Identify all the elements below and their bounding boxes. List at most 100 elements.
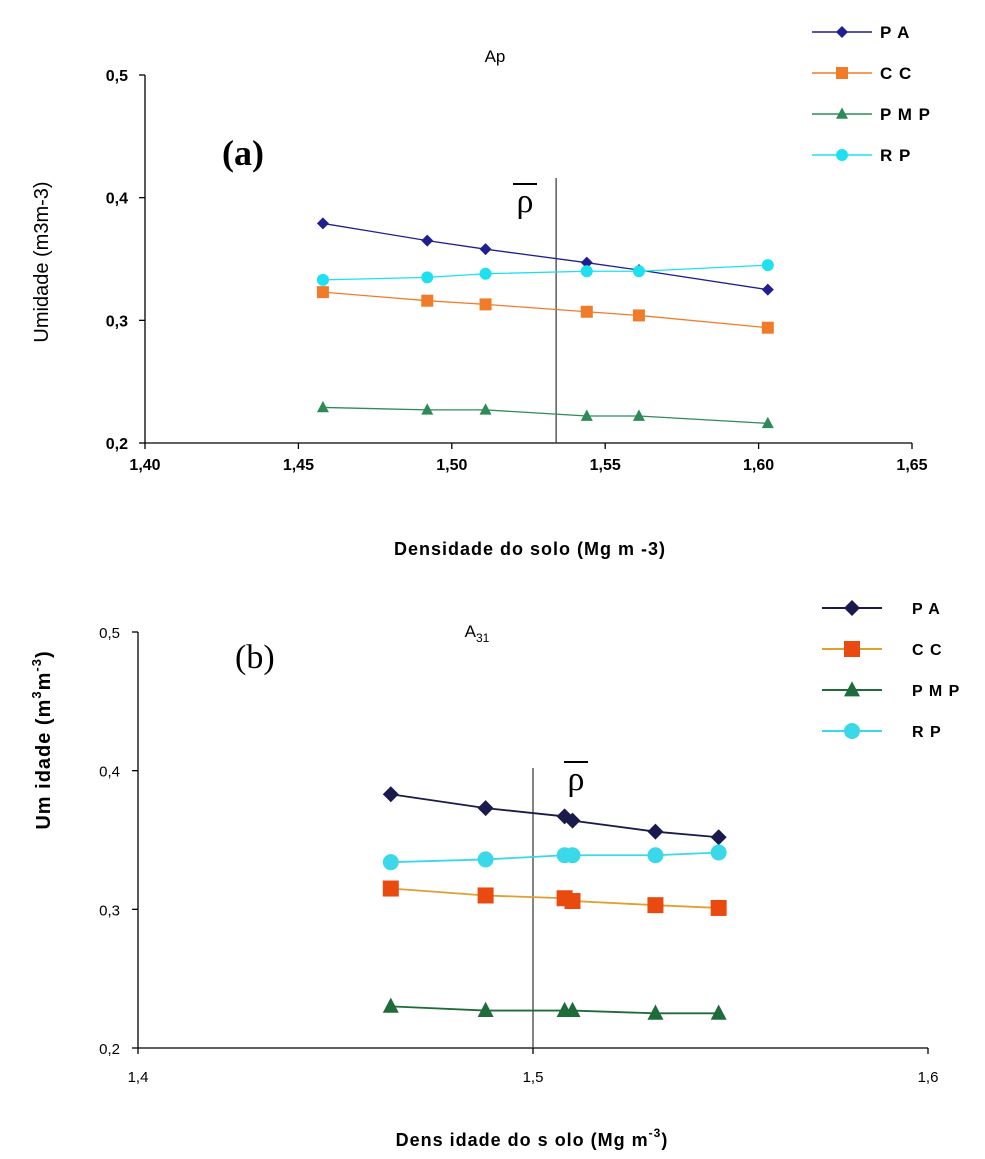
chart-b-series-rp-point <box>647 847 664 864</box>
chart-a-series-pmp-point <box>316 400 329 413</box>
chart-b-series-rp-point <box>710 844 727 861</box>
chart-b-panel-label: (b) <box>235 639 275 676</box>
chart-b-legend-label: P A <box>912 601 941 618</box>
chart-a-series-pa-point <box>316 217 329 230</box>
chart-a-series-cc-point <box>632 309 645 322</box>
chart-b-series-pa-point <box>564 812 581 829</box>
chart-b-series-pmp-point <box>382 997 399 1013</box>
chart-a: Ap (a) Densidade do solo (Mg m -3) Umida… <box>31 23 931 559</box>
chart-b-series-cc-point <box>477 887 494 904</box>
chart-b-series-rp-point <box>564 847 581 864</box>
chart-b: A31 (b) Dens idade do s olo (Mg m-3) Um … <box>29 600 960 1150</box>
chart-b-x-tick-label: 1,4 <box>128 1069 149 1086</box>
chart-b-title-main: A <box>465 622 477 641</box>
chart-a-y-tick-label: 0,5 <box>106 68 128 85</box>
chart-a-series-cc-point <box>316 286 329 299</box>
chart-a-series-cc-point <box>580 305 593 318</box>
chart-b-y-axis-label-suffix: ) <box>33 650 55 658</box>
chart-b-reference-line: ρ <box>532 761 588 1048</box>
chart-b-series-rp-point <box>382 854 399 871</box>
chart-a-series-rp-point <box>421 271 434 284</box>
chart-b-y-tick-label: 0,5 <box>99 625 120 642</box>
chart-a-series <box>316 217 774 429</box>
chart-b-series-pmp-point <box>477 1001 494 1017</box>
chart-b-series-pmp-point <box>710 1004 727 1020</box>
chart-a-y-tick-label: 0,4 <box>106 191 128 208</box>
chart-b-legend-marker <box>844 641 860 657</box>
chart-a-series-rp-line <box>322 264 768 281</box>
chart-a-legend-label: R P <box>880 146 911 165</box>
chart-b-series-pmp-line <box>390 1005 719 1015</box>
chart-a-x-axis-label: Densidade do solo (Mg m -3) <box>394 539 666 559</box>
chart-b-series-rp-point <box>477 851 494 868</box>
chart-a-series-pa-line <box>322 222 768 291</box>
chart-a-series-rp-point <box>761 259 774 272</box>
chart-b-series-pa-point <box>382 786 399 803</box>
chart-a-x-tick-label: 1,40 <box>129 457 160 474</box>
chart-a-legend-marker <box>836 67 848 79</box>
chart-b-series-pmp-point <box>647 1004 664 1020</box>
chart-b-axes: 1,4 1,5 1,6 0,2 0,3 0,4 0,5 <box>99 625 938 1086</box>
chart-a-y-tick-label: 0,3 <box>106 313 128 330</box>
chart-a-legend-marker <box>836 107 848 119</box>
chart-b-x-axis-label-suffix: ) <box>661 1130 668 1150</box>
chart-b-y-axis-label: Um idade (m3m-3) <box>29 650 55 829</box>
chart-a-series-pa-point <box>761 283 774 296</box>
chart-a-series-rp-point <box>632 265 645 278</box>
chart-b-y-tick-label: 0,3 <box>99 902 120 919</box>
chart-a-series-pmp-point <box>632 409 645 421</box>
chart-a-series-rp-point <box>316 273 329 286</box>
chart-a-panel-label: (a) <box>222 133 264 173</box>
chart-b-y-axis-label-sup2: -3 <box>29 658 44 672</box>
chart-b-legend-marker <box>844 681 860 697</box>
chart-a-series-cc-point <box>479 298 492 311</box>
chart-b-legend-label: P M P <box>912 683 960 700</box>
chart-a-series-pmp-point <box>479 403 492 415</box>
chart-b-series-cc-point <box>710 899 727 916</box>
chart-b-legend-marker <box>844 600 860 616</box>
chart-a-axes: 1,40 1,45 1,50 1,55 1,60 1,65 0,2 0,3 0,4 0,5 <box>106 68 928 474</box>
chart-b-series-pa-point <box>477 800 494 817</box>
chart-b-x-axis-label: Dens idade do s olo (Mg m-3) <box>396 1126 669 1150</box>
chart-b-y-axis-label-mid: m <box>33 672 55 691</box>
chart-a-title: Ap <box>485 47 506 66</box>
chart-a-legend: P A C C P M P R P <box>812 23 931 165</box>
chart-a-series-cc-point <box>761 321 774 334</box>
chart-a-legend-label: C C <box>880 64 912 83</box>
chart-b-x-tick-label: 1,5 <box>523 1069 544 1086</box>
chart-a-legend-label: P A <box>880 23 910 42</box>
chart-b-legend: P A C C P M P R P <box>822 600 960 741</box>
chart-a-series-pmp-line <box>322 406 768 425</box>
chart-a-legend-label: P M P <box>880 105 931 124</box>
chart-a-series-cc-point <box>421 294 434 307</box>
chart-a-reference-line: ρ <box>513 178 557 443</box>
chart-a-series-rp-point <box>479 267 492 280</box>
chart-b-y-tick-label: 0,2 <box>99 1041 120 1058</box>
chart-a-series-pa-point <box>421 234 434 247</box>
chart-a-series-pa-point <box>580 256 593 269</box>
chart-b-title: A31 <box>465 622 490 645</box>
chart-b-series-rp-line <box>390 851 719 864</box>
chart-a-legend-marker <box>836 26 848 38</box>
chart-a-series-pmp-point <box>580 409 593 421</box>
chart-b-x-axis-label-main: Dens idade do s olo (Mg m <box>396 1130 649 1150</box>
chart-b-legend-marker <box>844 723 860 739</box>
chart-b-x-axis-label-sup: -3 <box>649 1126 662 1140</box>
chart-b-y-axis-label-main: Um idade (m <box>33 699 55 830</box>
chart-a-x-tick-label: 1,45 <box>283 457 314 474</box>
chart-a-series-pa-point <box>479 243 492 256</box>
chart-b-mean-density-label: ρ <box>568 761 585 798</box>
chart-b-title-subscript: 31 <box>476 631 490 645</box>
chart-b-series-cc-line <box>390 887 719 909</box>
chart-b-series-pa-point <box>647 823 664 840</box>
chart-b-legend-label: R P <box>912 724 942 741</box>
chart-a-legend-marker <box>836 149 848 161</box>
chart-a-x-tick-label: 1,50 <box>436 457 467 474</box>
chart-b-series-cc-point <box>647 897 664 914</box>
chart-b-y-tick-label: 0,4 <box>99 764 120 781</box>
chart-b-series <box>382 786 727 1020</box>
chart-b-series-cc-point <box>564 893 581 910</box>
chart-a-x-tick-label: 1,65 <box>896 457 927 474</box>
chart-a-mean-density-label: ρ <box>517 183 534 220</box>
